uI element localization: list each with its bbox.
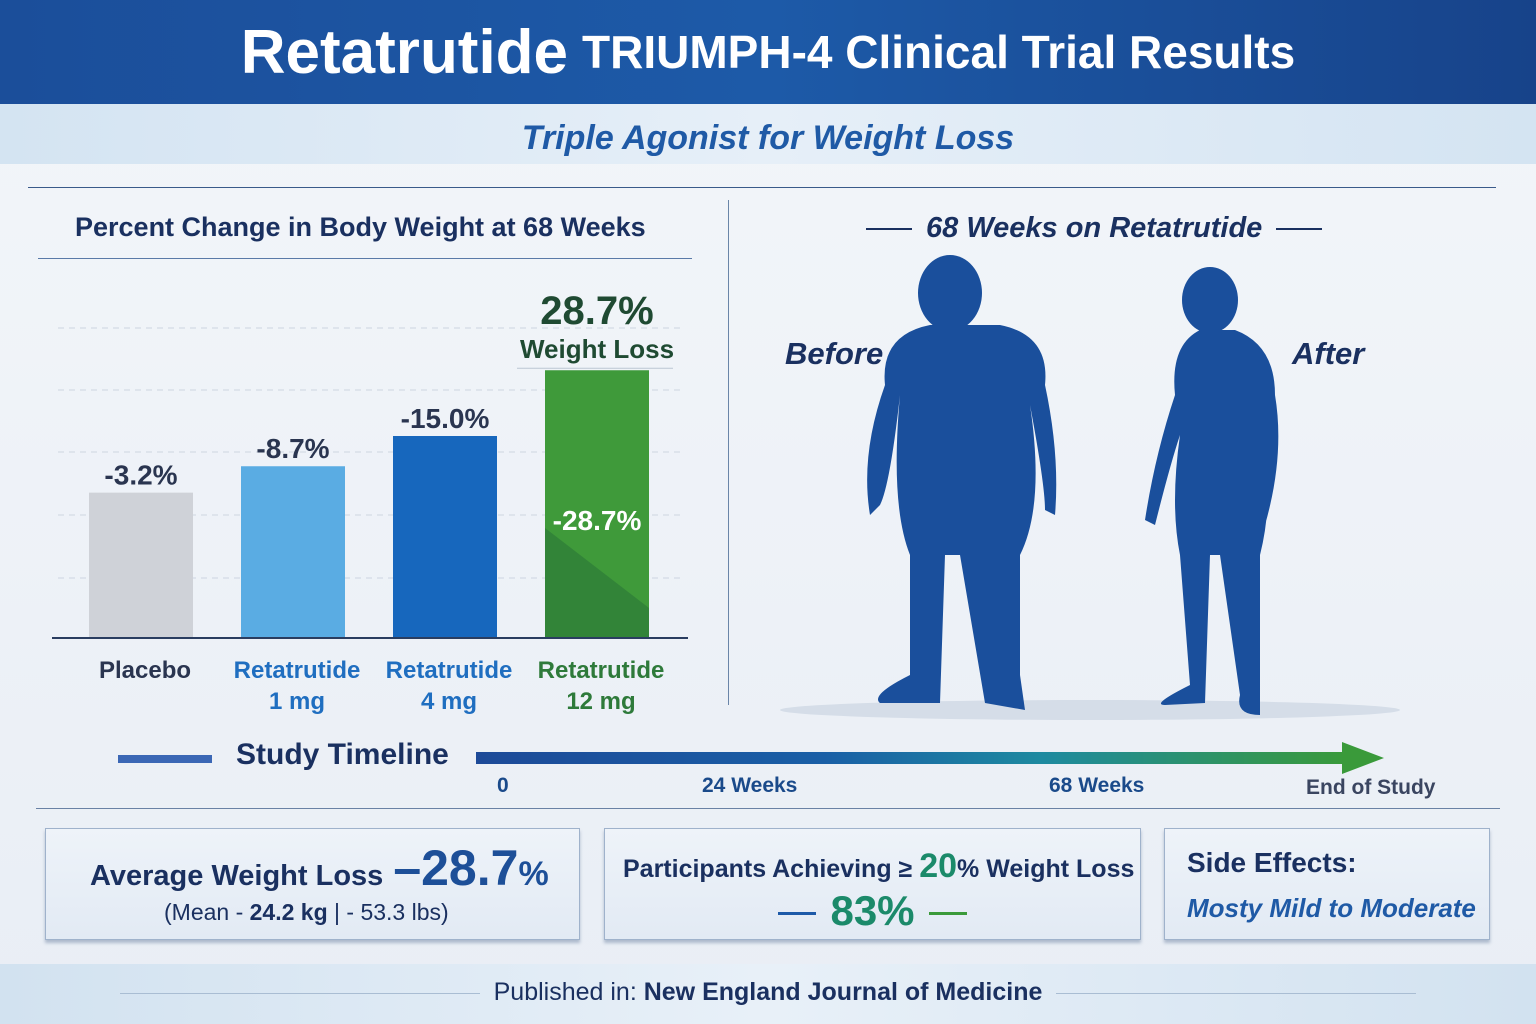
- participants-threshold: 20: [919, 847, 958, 885]
- vertical-divider: [728, 200, 729, 705]
- illustration-title: 68 Weeks on Retatrutide: [866, 212, 1323, 245]
- bar-chart: -3.2% Placebo -8.7% Retatrutide 1 mg -15.0% Re…: [52, 289, 688, 715]
- avg-value: –28.7%: [393, 840, 549, 896]
- timeline-tick: 68 Weeks: [1049, 774, 1145, 797]
- timeline-bar: [476, 752, 1346, 764]
- side-effects-card: Side Effects: Mosty Mild to Moderate: [1164, 828, 1490, 940]
- bar-value-label: -28.7%: [553, 505, 642, 536]
- timeline-label: Study Timeline: [236, 738, 449, 771]
- after-label: After: [1292, 336, 1365, 371]
- avg-kg: 24.2 kg: [249, 899, 328, 925]
- bar-value-label: -8.7%: [256, 433, 329, 464]
- category-label: 12 mg: [566, 688, 635, 715]
- avg-detail-prefix: (Mean -: [164, 899, 244, 925]
- side-effects-value: Mosty Mild to Moderate: [1187, 893, 1476, 923]
- category-label: 1 mg: [269, 688, 325, 715]
- avg-lbs: - 53.3 lbs): [346, 899, 449, 925]
- avg-label: Average Weight Loss: [90, 860, 384, 892]
- title-main: Retatrutide: [240, 17, 569, 87]
- timeline-arrow-icon: [1342, 742, 1384, 774]
- bar-value-label: -3.2%: [104, 460, 177, 491]
- category-label: Placebo: [99, 657, 191, 684]
- timeline-legend-dash: [118, 755, 212, 763]
- footer-journal: New England Journal of Medicine: [643, 978, 1043, 1006]
- timeline-tick: 0: [497, 774, 509, 797]
- before-label: Before: [785, 336, 884, 371]
- footer-prefix: Published in:: [493, 978, 637, 1006]
- divider: [28, 187, 1496, 188]
- bar-value-label: -15.0%: [401, 403, 490, 434]
- average-weight-loss-card: Average Weight Loss –28.7% (Mean - 24.2 …: [45, 828, 580, 940]
- bar: [89, 492, 193, 638]
- category-label: 4 mg: [421, 688, 477, 715]
- category-label: Retatrutide: [234, 657, 361, 684]
- after-silhouette-icon: [1145, 267, 1279, 715]
- chart-title: Percent Change in Body Weight at 68 Week…: [75, 212, 646, 242]
- bar: [241, 466, 345, 638]
- divider: [36, 808, 1500, 809]
- timeline-tick: End of Study: [1306, 776, 1436, 799]
- bar: [393, 436, 497, 638]
- participants-value-wrap: 83%: [605, 887, 1140, 935]
- avg-unit: %: [518, 855, 549, 893]
- category-label: Retatrutide: [538, 657, 665, 684]
- participants-value: 83%: [830, 887, 915, 934]
- participants-label-b: % Weight Loss: [957, 855, 1135, 883]
- avg-number: 28.7: [421, 840, 519, 896]
- illustration-title-text: 68 Weeks on Retatrutide: [926, 212, 1263, 244]
- header-banner: Retatrutide TRIUMPH-4 Clinical Trial Res…: [0, 0, 1536, 104]
- title-rest: TRIUMPH-4 Clinical Trial Results: [582, 26, 1296, 78]
- avg-detail: (Mean - 24.2 kg | - 53.3 lbs): [164, 899, 449, 926]
- before-silhouette-icon: [867, 255, 1057, 710]
- floor-shadow: [780, 700, 1400, 720]
- before-after-illustration: [780, 255, 1400, 720]
- footer: Published in: New England Journal of Med…: [0, 964, 1536, 1024]
- chart-title-underline: [38, 258, 692, 259]
- subtitle: Triple Agonist for Weight Loss: [0, 104, 1536, 164]
- callout-label: Weight Loss: [520, 334, 674, 364]
- timeline-tick: 24 Weeks: [702, 774, 798, 797]
- callout-value: 28.7%: [540, 289, 653, 333]
- participants-card: Participants Achieving ≥ 20% Weight Loss…: [604, 828, 1141, 940]
- participants-label: Participants Achieving ≥: [623, 855, 913, 883]
- side-effects-label: Side Effects:: [1187, 847, 1357, 878]
- bar-shade: [545, 528, 649, 638]
- avg-sep: |: [334, 899, 341, 925]
- category-label: Retatrutide: [386, 657, 513, 684]
